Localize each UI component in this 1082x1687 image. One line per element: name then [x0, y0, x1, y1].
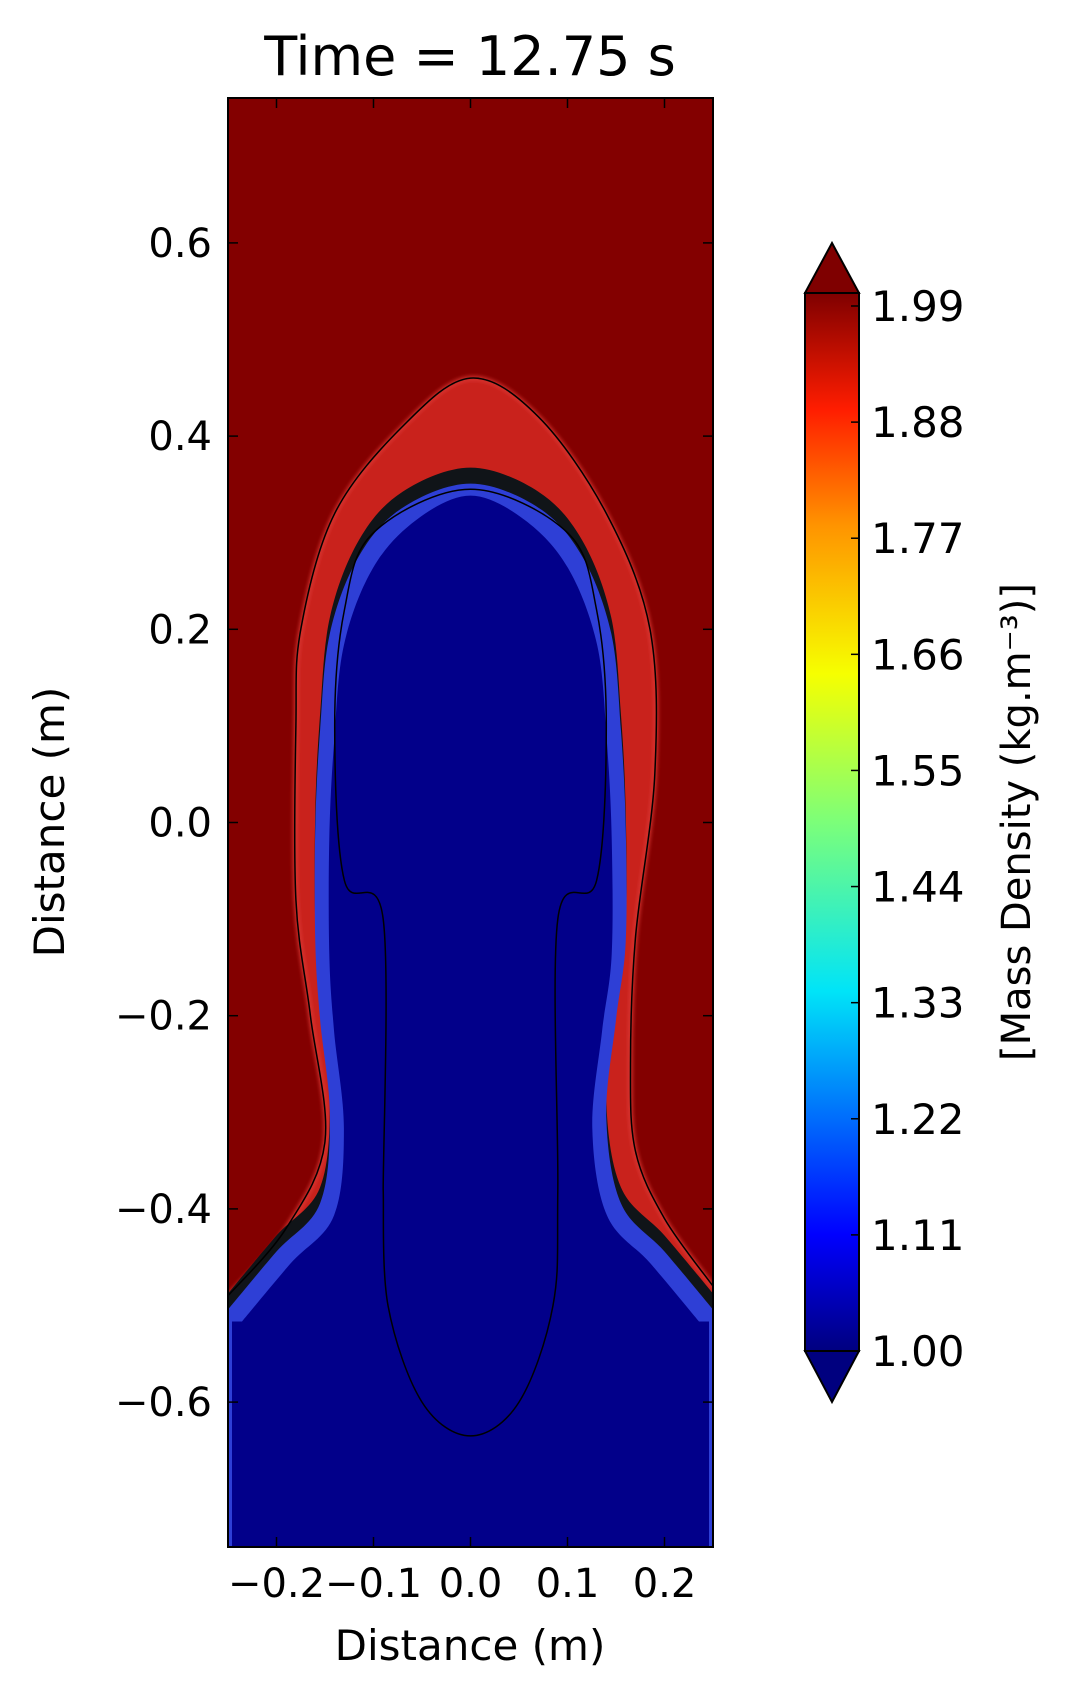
low-density-region — [232, 495, 709, 1547]
inner-contour-line — [333, 488, 608, 1437]
colorbar-tick-label: 1.66 — [871, 630, 965, 679]
y-tick-label: −0.4 — [115, 1187, 212, 1233]
colorbar-tick-label: 1.11 — [871, 1211, 965, 1260]
x-tick-label: 0.2 — [633, 1561, 697, 1607]
colorbar-tick-label: 1.55 — [871, 746, 965, 795]
y-tick-label: −0.2 — [115, 994, 212, 1040]
chart-title: Time = 12.75 s — [263, 25, 676, 88]
colorbar-tick-label: 1.77 — [871, 514, 965, 563]
x-tick-label: −0.1 — [325, 1561, 422, 1607]
x-axis: −0.2 −0.1 0.0 0.1 0.2 — [228, 98, 696, 1607]
y-axis: 0.6 0.4 0.2 0.0 −0.2 −0.4 −0.6 — [115, 221, 713, 1426]
colorbar-gradient — [804, 292, 860, 1352]
y-tick-label: 0.0 — [148, 801, 212, 847]
x-tick-label: 0.1 — [536, 1561, 600, 1607]
x-axis-label: Distance (m) — [335, 1621, 606, 1670]
colorbar-tick-label: 1.99 — [871, 282, 965, 331]
colorbar-tick-label: 1.22 — [871, 1095, 965, 1144]
plot-area — [228, 98, 713, 1547]
colorbar-bottom-extension — [803, 1350, 861, 1405]
y-tick-label: −0.6 — [115, 1380, 212, 1426]
y-axis-label: Distance (m) — [25, 687, 74, 958]
y-tick-label: 0.4 — [148, 414, 212, 460]
x-tick-label: −0.2 — [228, 1561, 325, 1607]
outer-contour-line — [228, 377, 713, 1297]
colorbar-tick-label: 1.44 — [871, 863, 965, 912]
colorbar-tick-label: 1.33 — [871, 979, 965, 1028]
colorbar-ticks: 1.99 1.88 1.77 1.66 1.55 1.44 1.33 1.22 1.11 1.00 — [851, 282, 965, 1376]
y-tick-label: 0.6 — [148, 221, 212, 267]
colorbar-top-extension — [803, 240, 861, 294]
y-tick-label: 0.2 — [148, 607, 212, 653]
colorbar-tick-label: 1.88 — [871, 398, 965, 447]
x-tick-label: 0.0 — [439, 1561, 503, 1607]
colorbar-tick-label: 1.00 — [871, 1327, 965, 1376]
colorbar-label: [Mass Density (kg.m⁻³)] — [994, 583, 1040, 1061]
colorbar: 1.99 1.88 1.77 1.66 1.55 1.44 1.33 1.22 1.11 1.00 — [803, 240, 965, 1405]
